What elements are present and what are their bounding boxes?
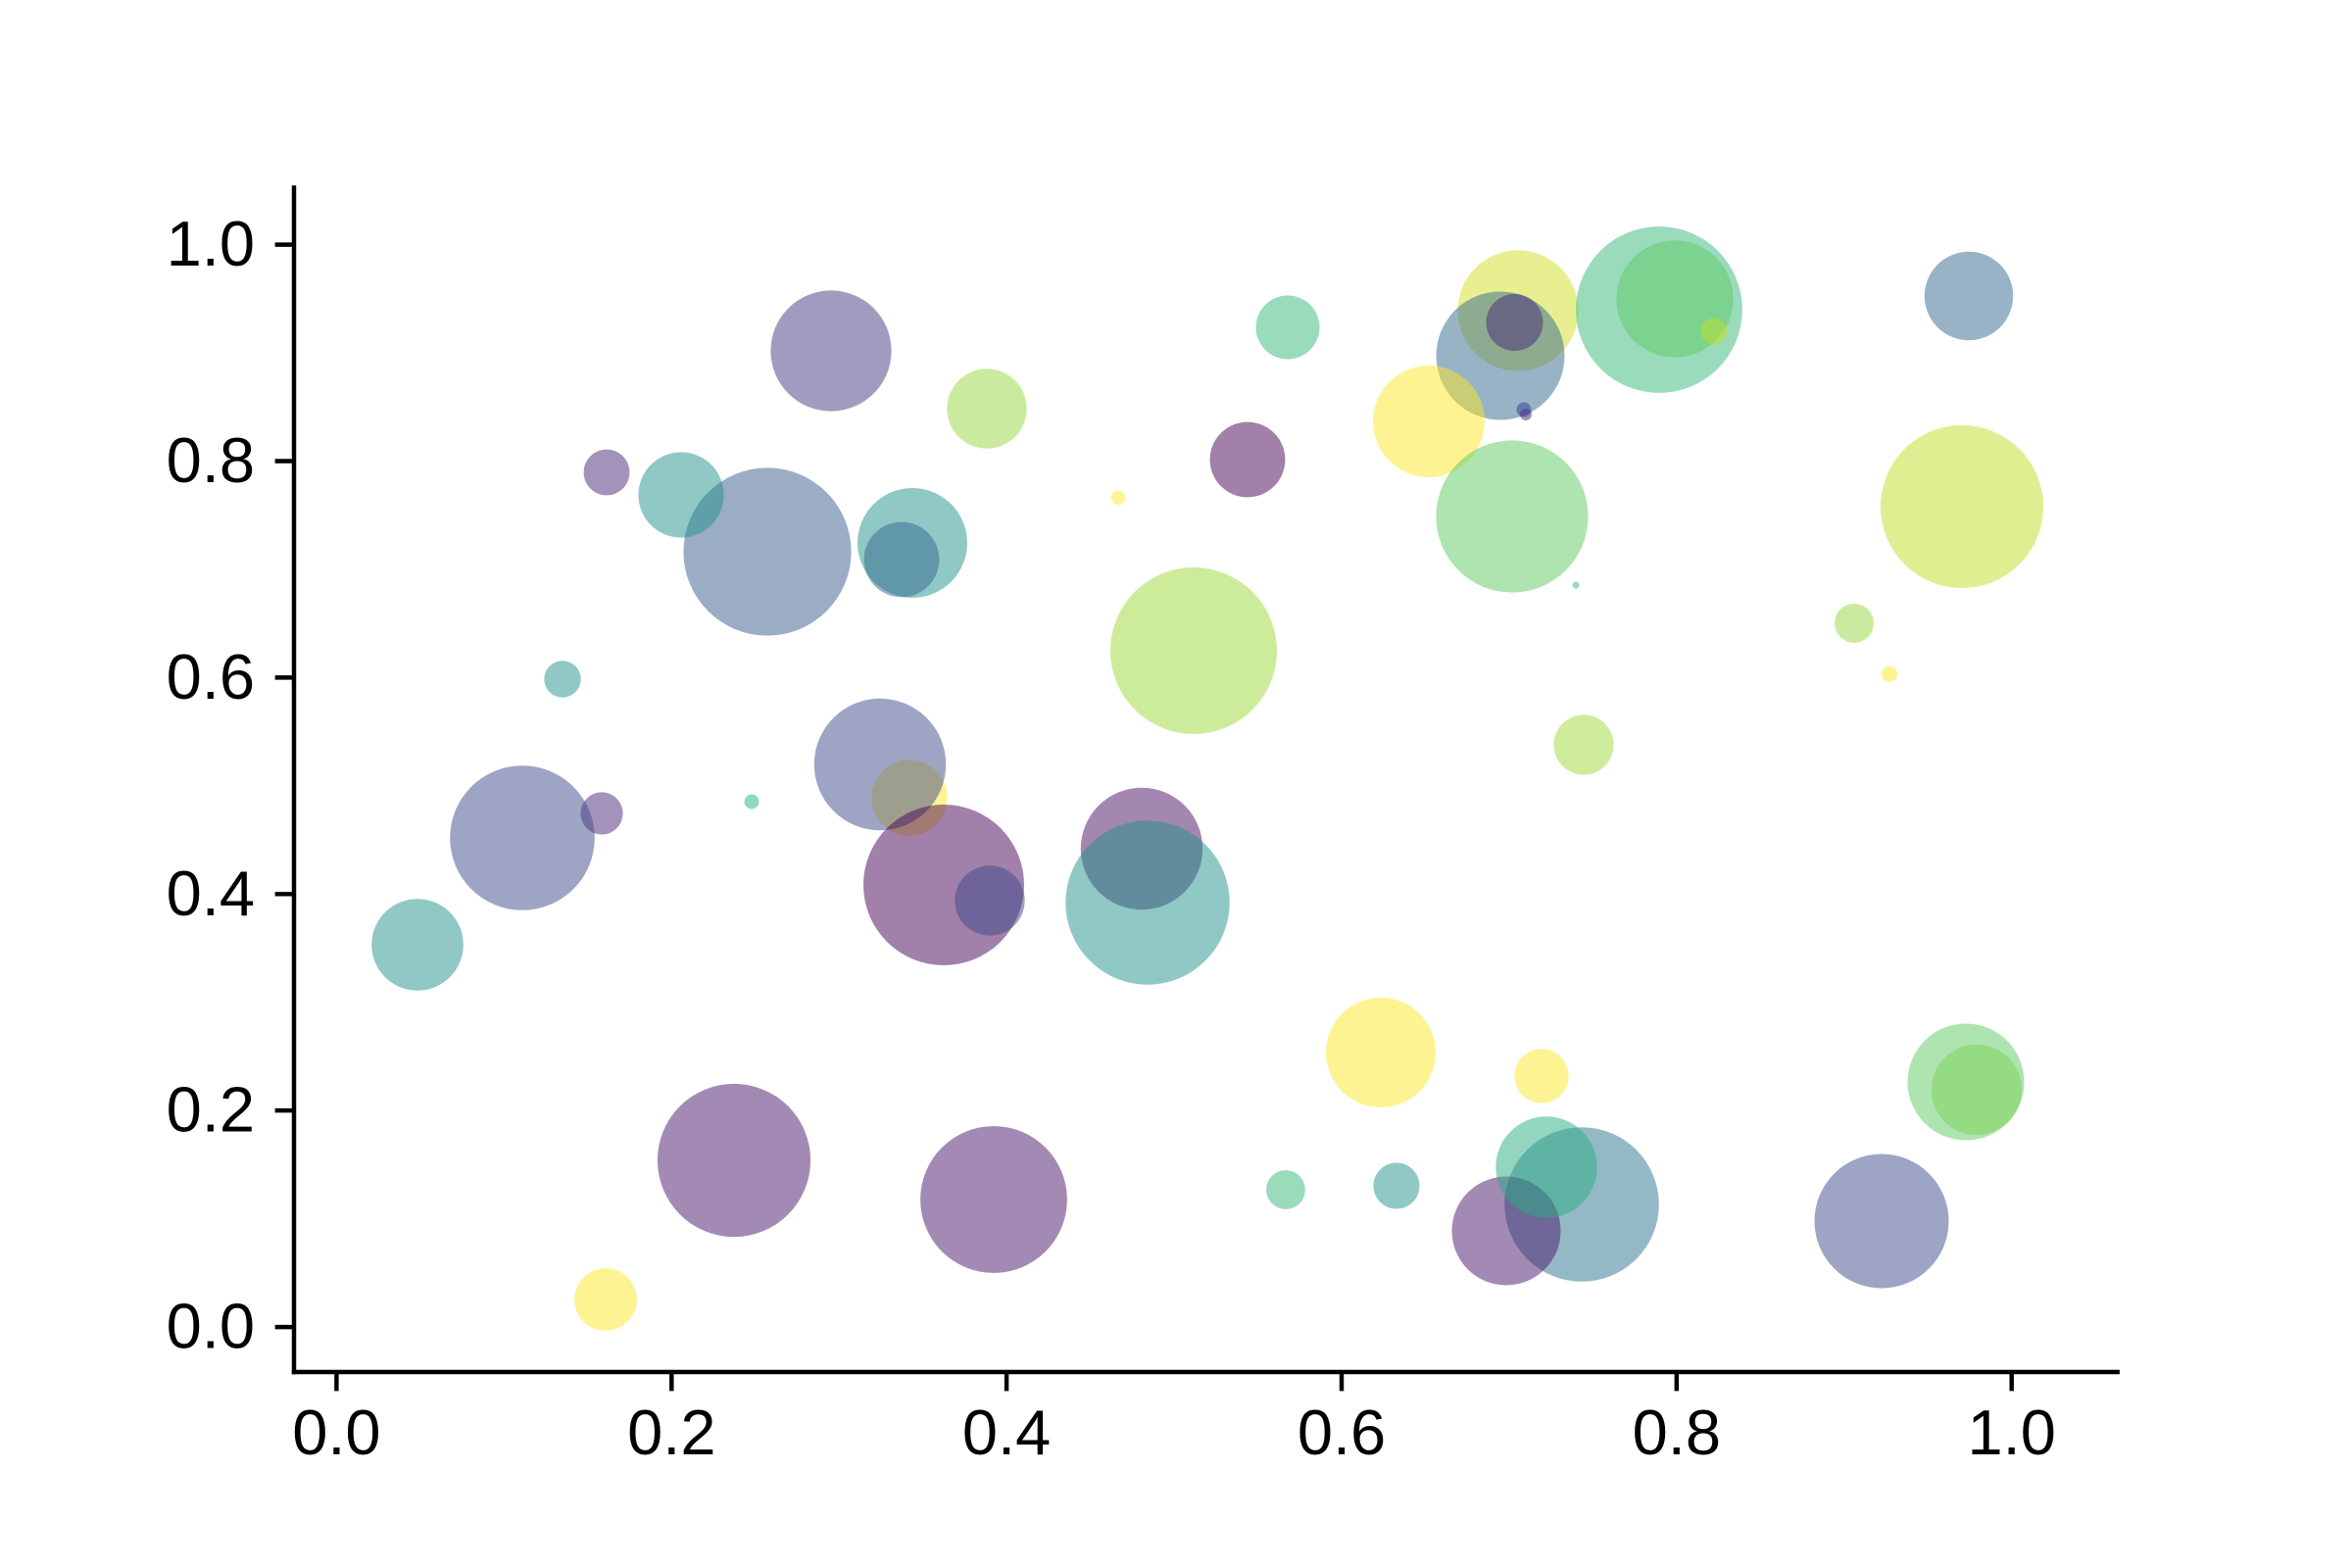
svg-text:0.4: 0.4 [167,858,255,929]
svg-text:0.2: 0.2 [627,1396,715,1468]
svg-text:1.0: 1.0 [1968,1396,2056,1468]
svg-text:0.8: 0.8 [167,424,255,496]
svg-text:1.0: 1.0 [167,208,255,279]
svg-text:0.0: 0.0 [167,1291,255,1362]
svg-text:0.8: 0.8 [1633,1396,1721,1468]
svg-text:0.6: 0.6 [167,641,255,712]
svg-text:0.4: 0.4 [962,1396,1051,1468]
svg-text:0.0: 0.0 [292,1396,380,1468]
svg-text:0.6: 0.6 [1298,1396,1386,1468]
svg-text:0.2: 0.2 [167,1074,255,1146]
